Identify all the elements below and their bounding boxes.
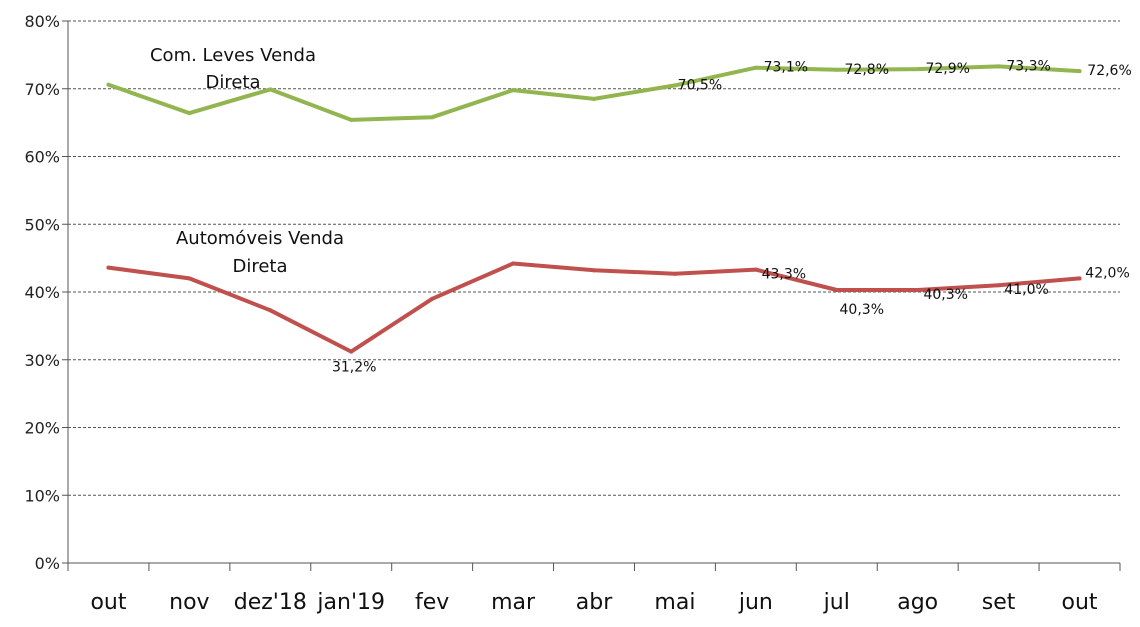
data-point [592, 96, 596, 101]
data-point [430, 296, 435, 301]
data-point [1077, 69, 1082, 74]
x-tick-label: mai [654, 590, 695, 615]
y-tick-label: 30% [24, 351, 60, 370]
data-point [430, 115, 435, 120]
data-point [915, 287, 920, 292]
y-tick-label: 50% [24, 215, 60, 234]
data-label: 43,3% [762, 267, 806, 283]
data-point [106, 82, 111, 87]
y-tick-label: 70% [24, 80, 60, 99]
y-tick-label: 10% [24, 486, 60, 505]
data-point [511, 88, 516, 93]
x-tick-label: ago [897, 590, 938, 615]
x-tick-label: jun [738, 590, 773, 615]
data-label: 73,1% [764, 60, 808, 76]
series-name-label-line1: Com. Leves Venda [150, 45, 316, 66]
data-label: 40,3% [923, 287, 967, 303]
data-label: 72,9% [925, 61, 969, 77]
x-tick-label: dez'18 [234, 590, 307, 615]
data-point [996, 64, 1001, 69]
x-tick-label: fev [415, 590, 449, 615]
series-lines [106, 64, 1082, 354]
data-point [915, 67, 920, 72]
x-tick-label: nov [169, 590, 209, 615]
y-tick-label: 80% [24, 12, 60, 31]
data-label: 31,2% [332, 360, 376, 376]
data-point [753, 65, 758, 70]
data-point [187, 111, 192, 116]
data-point [834, 287, 839, 292]
data-label: 40,3% [840, 302, 884, 318]
y-axis-ticks: 0% 10% 20% 30% 40% 50% 60% 70% 80% [24, 12, 60, 573]
data-point [187, 276, 192, 281]
x-axis-ticks: out nov dez'18 jan'19 fev mar abr mai jun jul ago s… [90, 590, 1097, 615]
data-labels: 70,5% 73,1% 72,8% 72,9% 73,3% 72,6% 31,2% 43,3%… [332, 58, 1132, 375]
x-tick-label: out [1062, 590, 1098, 615]
data-point [753, 267, 758, 272]
series-name-labels: Com. Leves Venda Direta Automóveis Venda Di… [150, 45, 344, 277]
data-label: 42,0% [1085, 265, 1129, 281]
data-point [834, 67, 839, 72]
data-point [268, 308, 273, 313]
data-point [349, 349, 354, 354]
x-tick-label: out [90, 590, 126, 615]
series-name-label-line2: Direta [232, 256, 287, 277]
x-tick-label: mar [491, 590, 536, 615]
data-label: 72,6% [1087, 63, 1131, 79]
y-tick-label: 0% [35, 554, 60, 573]
y-tick-label: 40% [24, 283, 60, 302]
data-point [511, 261, 516, 266]
data-point [672, 83, 677, 88]
gridlines [68, 20, 1120, 496]
data-point [268, 87, 273, 92]
y-tick-label: 60% [24, 148, 60, 167]
axes [62, 20, 1121, 571]
x-tick-label: jul [823, 590, 850, 615]
y-tick-label: 20% [24, 419, 60, 438]
data-point [106, 265, 111, 270]
data-point [1077, 276, 1082, 281]
data-label: 73,3% [1006, 58, 1050, 74]
data-point [349, 117, 354, 122]
series-name-label-line1: Automóveis Venda [176, 228, 344, 249]
data-label: 72,8% [845, 62, 889, 78]
data-label: 41,0% [1004, 282, 1048, 298]
x-tick-label: jan'19 [316, 590, 385, 615]
data-point [592, 268, 596, 273]
x-tick-label: set [982, 590, 1016, 615]
series-name-label-line2: Direta [205, 72, 260, 93]
x-tick-label: abr [576, 590, 613, 615]
data-point [672, 271, 677, 276]
data-point [996, 283, 1001, 288]
data-label: 70,5% [678, 77, 722, 93]
